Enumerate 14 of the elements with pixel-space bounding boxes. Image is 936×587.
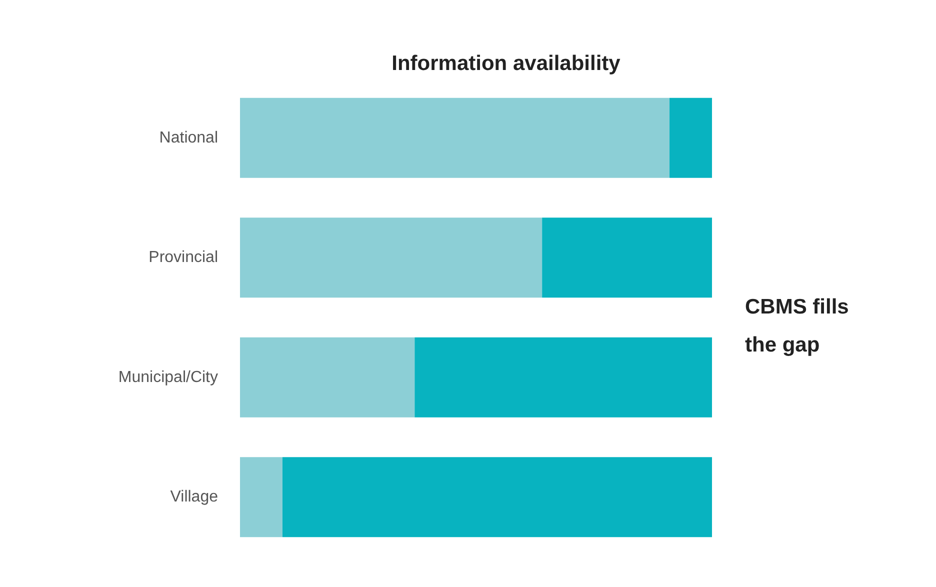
y-tick-label: National (159, 129, 218, 146)
y-tick-label: Village (170, 488, 218, 506)
y-tick-label: Provincial (148, 249, 218, 266)
bar (670, 98, 712, 178)
y-tick-label: Municipal/City (118, 368, 218, 386)
bar (240, 218, 542, 298)
bar (542, 218, 712, 298)
text: CBMS fills the gap (745, 296, 855, 356)
bar (240, 337, 415, 418)
bar (240, 457, 282, 538)
bar (282, 457, 712, 538)
bar (414, 337, 712, 418)
bar (240, 98, 670, 178)
chart-title: Information availability (392, 52, 621, 75)
